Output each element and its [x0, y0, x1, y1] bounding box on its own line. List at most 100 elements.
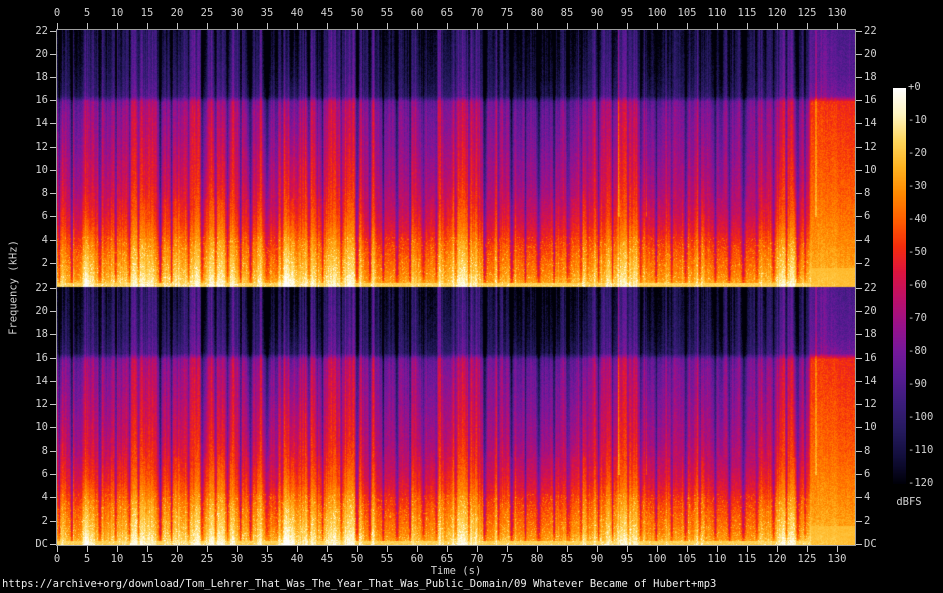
freq-tick-right — [856, 147, 862, 148]
freq-tick-label-right: 16 — [864, 94, 877, 106]
time-tick-bottom — [267, 546, 268, 552]
freq-tick-right — [856, 334, 862, 335]
time-tick-top — [147, 23, 148, 29]
time-tick-label-bottom: 40 — [290, 553, 304, 565]
freq-tick-label-left: 18 — [35, 71, 48, 83]
colorbar-unit-label: dBFS — [896, 496, 922, 508]
freq-tick-label-right: 22 — [864, 25, 877, 37]
freq-tick-right — [856, 216, 862, 217]
time-tick-label-bottom: 10 — [110, 553, 124, 565]
freq-tick-left — [50, 521, 56, 522]
time-tick-label-bottom: 105 — [677, 553, 697, 565]
time-tick-label-bottom: 35 — [260, 553, 274, 565]
freq-tick-label-right: 12 — [864, 141, 877, 153]
time-tick-bottom — [777, 546, 778, 552]
freq-tick-label-right: 20 — [864, 48, 877, 60]
time-tick-bottom — [87, 546, 88, 552]
freq-tick-label-right: 18 — [864, 71, 877, 83]
time-tick-top — [177, 23, 178, 29]
freq-tick-label-right: 8 — [864, 445, 871, 457]
freq-tick-label-left: 22 — [35, 25, 48, 37]
freq-tick-right — [856, 311, 862, 312]
freq-tick-left — [50, 123, 56, 124]
time-tick-label-top: 115 — [737, 7, 757, 19]
freq-tick-left — [50, 474, 56, 475]
time-tick-bottom — [627, 546, 628, 552]
time-tick-top — [387, 23, 388, 29]
time-tick-label-bottom: 60 — [410, 553, 424, 565]
freq-tick-left — [50, 77, 56, 78]
freq-tick-right — [856, 381, 862, 382]
freq-tick-label-right: 10 — [864, 164, 877, 176]
time-tick-label-bottom: 80 — [530, 553, 544, 565]
freq-tick-label-left: 16 — [35, 352, 48, 364]
freq-tick-left — [50, 427, 56, 428]
freq-tick-label-left: 6 — [41, 210, 48, 222]
time-tick-bottom — [57, 546, 58, 552]
time-tick-bottom — [687, 546, 688, 552]
time-tick-top — [207, 23, 208, 29]
freq-tick-label-left: 2 — [41, 515, 48, 527]
time-tick-bottom — [417, 546, 418, 552]
freq-tick-label-right: 12 — [864, 398, 877, 410]
time-tick-label-top: 30 — [230, 7, 244, 19]
freq-tick-right — [856, 288, 862, 289]
freq-tick-label-right: 4 — [864, 234, 871, 246]
time-tick-label-top: 110 — [707, 7, 727, 19]
freq-tick-right — [856, 31, 862, 32]
freq-tick-left — [50, 358, 56, 359]
freq-tick-left — [50, 451, 56, 452]
freq-tick-left — [50, 288, 56, 289]
time-tick-label-top: 35 — [260, 7, 274, 19]
time-tick-label-top: 20 — [170, 7, 184, 19]
time-tick-bottom — [447, 546, 448, 552]
freq-tick-right — [856, 240, 862, 241]
source-url-text: https://archive+org/download/Tom_Lehrer_… — [2, 578, 717, 590]
freq-tick-label-right: DC — [864, 538, 877, 550]
freq-tick-right — [856, 497, 862, 498]
freq-tick-right — [856, 77, 862, 78]
freq-tick-label-right: 14 — [864, 375, 877, 387]
freq-tick-label-right: 2 — [864, 257, 871, 269]
time-tick-label-bottom: 90 — [590, 553, 604, 565]
freq-tick-left — [50, 216, 56, 217]
time-tick-label-top: 45 — [320, 7, 334, 19]
time-tick-label-bottom: 85 — [560, 553, 574, 565]
freq-tick-label-left: 22 — [35, 282, 48, 294]
freq-tick-left — [50, 170, 56, 171]
time-tick-label-top: 130 — [827, 7, 847, 19]
freq-tick-label-right: 4 — [864, 491, 871, 503]
time-tick-bottom — [297, 546, 298, 552]
freq-tick-label-right: 6 — [864, 210, 871, 222]
time-tick-label-top: 85 — [560, 7, 574, 19]
freq-tick-label-right: 2 — [864, 515, 871, 527]
time-tick-bottom — [717, 546, 718, 552]
freq-tick-left — [50, 544, 56, 545]
time-tick-top — [297, 23, 298, 29]
freq-tick-label-right: 14 — [864, 117, 877, 129]
freq-tick-left — [50, 100, 56, 101]
time-tick-label-top: 40 — [290, 7, 304, 19]
freq-tick-label-left: 12 — [35, 398, 48, 410]
time-tick-bottom — [147, 546, 148, 552]
time-tick-top — [537, 23, 538, 29]
freq-tick-label-left: 12 — [35, 141, 48, 153]
time-tick-top — [327, 23, 328, 29]
time-tick-bottom — [507, 546, 508, 552]
time-tick-top — [417, 23, 418, 29]
time-tick-label-bottom: 0 — [53, 553, 61, 565]
time-tick-bottom — [537, 546, 538, 552]
time-tick-bottom — [477, 546, 478, 552]
time-tick-label-top: 65 — [440, 7, 454, 19]
freq-tick-label-left: 20 — [35, 48, 48, 60]
freq-tick-right — [856, 404, 862, 405]
freq-tick-label-left: 4 — [41, 234, 48, 246]
colorbar-tick-label: -60 — [908, 279, 927, 291]
time-tick-bottom — [597, 546, 598, 552]
time-tick-bottom — [657, 546, 658, 552]
time-tick-label-bottom: 45 — [320, 553, 334, 565]
time-tick-label-top: 80 — [530, 7, 544, 19]
colorbar-tick-label: -90 — [908, 378, 927, 390]
freq-tick-label-right: 20 — [864, 305, 877, 317]
